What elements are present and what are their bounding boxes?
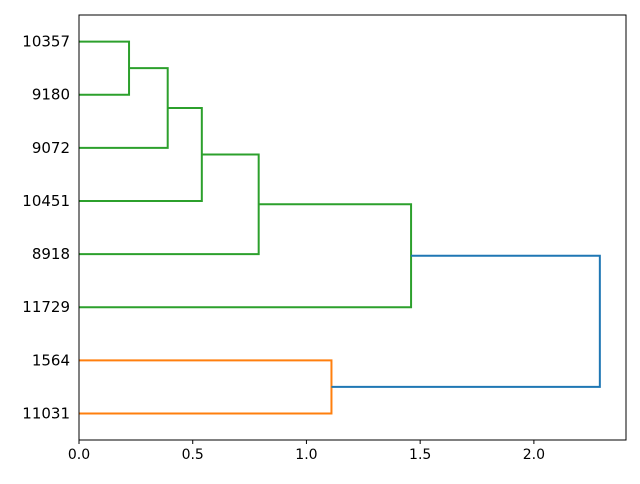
axes-frame: [78, 14, 627, 441]
leaf-label: 10357: [22, 33, 70, 51]
leaf-label: 10451: [22, 192, 70, 210]
dendrogram-link-green: [79, 203, 413, 309]
dendrogram-link-blue: [331, 254, 601, 388]
leaf-label: 1564: [32, 351, 70, 369]
x-tick-label: 1.0: [295, 447, 317, 463]
x-tick-label: 0.0: [68, 447, 90, 463]
x-tick-label: 1.5: [409, 447, 431, 463]
leaf-label: 11729: [22, 298, 70, 316]
dendrogram-link-green: [79, 153, 260, 256]
leaf-label: 11031: [22, 404, 70, 422]
leaf-label: 9072: [32, 139, 70, 157]
leaf-label: 8918: [32, 245, 70, 263]
x-tick-label: 2.0: [523, 447, 545, 463]
dendrogram-link-green: [79, 40, 131, 96]
dendrogram-link-orange: [79, 359, 333, 415]
x-tick-label: 0.5: [182, 447, 204, 463]
leaf-label: 9180: [32, 86, 70, 104]
dendrogram-link-green: [79, 106, 203, 202]
dendrogram-link-green: [79, 67, 169, 149]
